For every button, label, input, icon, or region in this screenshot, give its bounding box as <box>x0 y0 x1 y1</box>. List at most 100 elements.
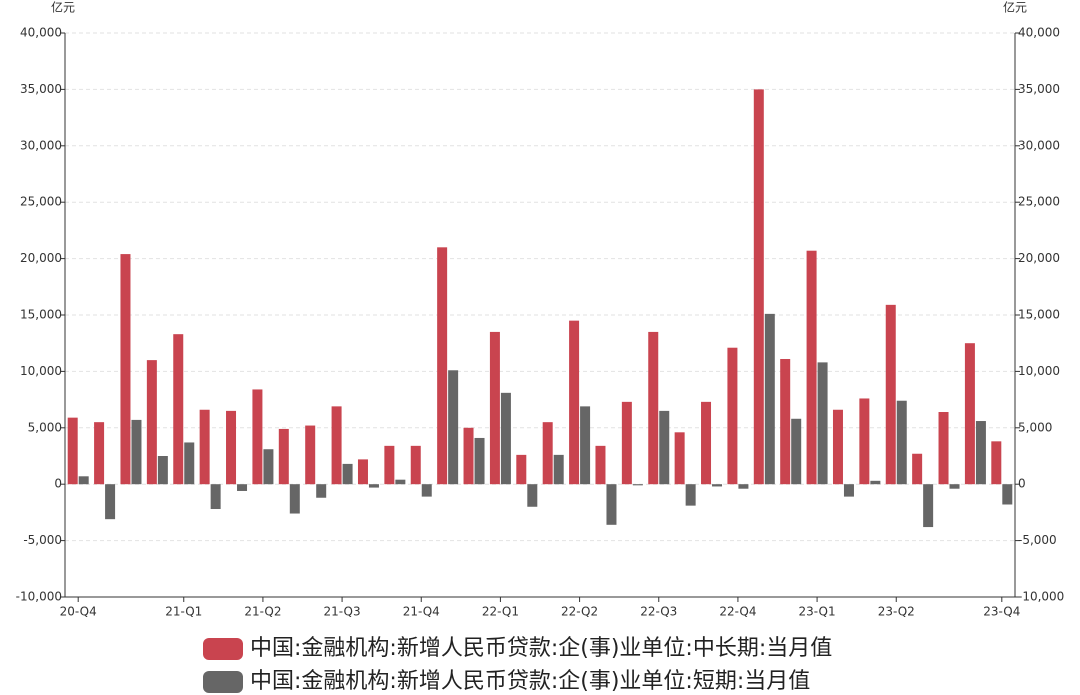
bar <box>791 418 802 485</box>
x-tick-label: 22-Q4 <box>719 605 756 619</box>
y-unit: 亿元 <box>51 0 75 15</box>
bar <box>131 419 142 485</box>
bar <box>896 400 907 485</box>
bar <box>701 401 712 485</box>
y-tick-label: 20,000 <box>20 251 62 265</box>
bar <box>1002 484 1013 505</box>
y-tick-label: 5,000 <box>28 420 62 434</box>
bar <box>357 459 368 485</box>
y-tick-label: 40,000 <box>20 26 62 40</box>
y-tick-label: 30,000 <box>20 138 62 152</box>
bar <box>885 304 896 485</box>
bar <box>632 484 643 486</box>
bar <box>368 484 379 488</box>
bar <box>923 484 934 528</box>
bar <box>289 484 300 514</box>
bar <box>157 456 168 485</box>
bar <box>659 410 670 485</box>
x-tick-label: 23-Q2 <box>878 605 915 619</box>
bar <box>542 422 553 485</box>
y2-tick-label: 25,000 <box>1018 195 1060 209</box>
bar <box>263 449 274 485</box>
bar <box>500 392 511 485</box>
bar <box>843 484 854 497</box>
bar <box>949 484 960 489</box>
bar <box>184 442 195 485</box>
y2-tick-label: -5,000 <box>1018 533 1057 547</box>
y-tick-label: -10,000 <box>16 590 62 604</box>
legend-swatch <box>203 671 243 693</box>
legend-label: 中国:金融机构:新增人民币贷款:企(事)业单位:中长期:当月值 <box>250 636 832 661</box>
bar <box>252 389 263 485</box>
bar <box>806 250 817 485</box>
y-tick-label: 15,000 <box>20 308 62 322</box>
bar <box>199 409 210 485</box>
bar <box>870 480 881 485</box>
bar <box>712 484 723 487</box>
y-tick-label: 25,000 <box>20 195 62 209</box>
x-tick-label: 21-Q4 <box>403 605 440 619</box>
bar <box>527 484 538 507</box>
x-tick-label: 23-Q4 <box>983 605 1020 619</box>
bar <box>146 360 157 485</box>
y2-tick-label: 10,000 <box>1018 364 1060 378</box>
bar <box>395 479 406 485</box>
bar <box>817 362 828 485</box>
bar <box>606 484 617 525</box>
x-tick-label: 20-Q4 <box>60 605 97 619</box>
y2-tick-label: 5,000 <box>1018 420 1052 434</box>
bar <box>105 484 116 520</box>
bar <box>859 398 870 485</box>
bar <box>305 425 316 485</box>
bar <box>648 331 659 485</box>
x-tick-label: 22-Q1 <box>482 605 519 619</box>
x-tick-label: 22-Q2 <box>561 605 598 619</box>
bar <box>685 484 696 506</box>
bar <box>580 406 591 485</box>
y2-unit: 亿元 <box>1003 0 1027 15</box>
bar <box>384 445 395 485</box>
y2-tick-label: 40,000 <box>1018 26 1060 40</box>
bar <box>78 476 89 485</box>
x-tick-label: 22-Q3 <box>640 605 677 619</box>
bar <box>912 453 923 485</box>
bar <box>975 421 986 485</box>
bar <box>938 412 949 485</box>
bar <box>316 484 327 498</box>
y-tick-label: 0 <box>54 477 62 491</box>
x-tick-label: 21-Q1 <box>165 605 202 619</box>
bar <box>569 320 580 485</box>
y2-tick-label: 20,000 <box>1018 251 1060 265</box>
y2-tick-label: 15,000 <box>1018 308 1060 322</box>
bar <box>621 401 632 485</box>
x-tick-label: 21-Q2 <box>244 605 281 619</box>
bar <box>331 406 342 485</box>
bar <box>764 313 775 485</box>
x-tick-label: 21-Q3 <box>324 605 361 619</box>
bar <box>674 432 685 485</box>
y-tick-label: 10,000 <box>20 364 62 378</box>
bar <box>437 247 448 485</box>
bar <box>991 441 1002 485</box>
bar <box>237 484 248 491</box>
bar <box>516 454 527 485</box>
y2-tick-label: 0 <box>1018 477 1026 491</box>
y-tick-label: 35,000 <box>20 82 62 96</box>
y-tick-label: -5,000 <box>23 533 62 547</box>
bar <box>410 445 421 485</box>
y2-tick-label: -10,000 <box>1018 590 1064 604</box>
bar <box>94 422 105 485</box>
bar <box>342 463 353 485</box>
bar <box>832 409 843 485</box>
bar <box>448 370 459 485</box>
bar <box>210 484 221 510</box>
bar <box>727 347 738 485</box>
y2-tick-label: 35,000 <box>1018 82 1060 96</box>
bar <box>964 343 975 485</box>
x-tick-label: 23-Q1 <box>799 605 836 619</box>
legend-label: 中国:金融机构:新增人民币贷款:企(事)业单位:短期:当月值 <box>250 669 810 694</box>
bar <box>226 410 237 485</box>
y2-tick-label: 30,000 <box>1018 138 1060 152</box>
bar <box>753 89 764 485</box>
